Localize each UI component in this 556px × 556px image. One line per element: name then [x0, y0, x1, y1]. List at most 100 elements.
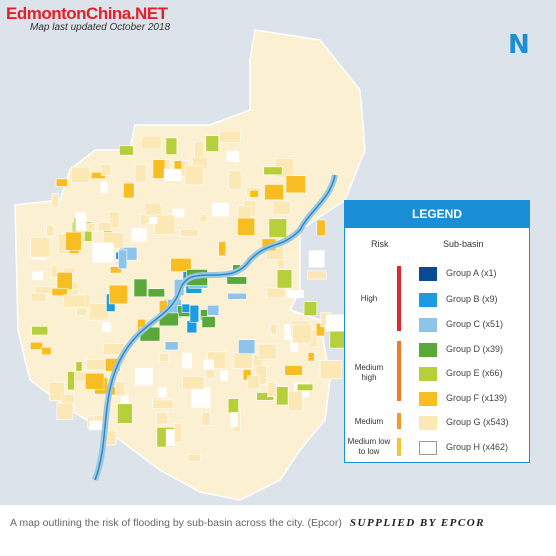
sub-basin — [156, 411, 169, 425]
sub-basin — [270, 323, 277, 335]
legend-label: Group E (x66) — [446, 368, 503, 378]
sub-basin — [211, 202, 230, 217]
sub-basin — [307, 270, 327, 280]
sub-basin — [75, 361, 83, 372]
legend-label: Group F (x139) — [446, 393, 508, 403]
sub-basin — [163, 168, 181, 182]
sub-basin — [158, 353, 169, 362]
legend-label: Group H (x462) — [446, 442, 509, 452]
legend-swatch — [419, 292, 437, 307]
sub-basin — [148, 216, 158, 224]
sub-basin — [46, 224, 54, 237]
sub-basin — [141, 135, 162, 150]
sub-basin — [194, 141, 204, 158]
sub-basin — [285, 175, 306, 194]
risk-label: Medium low to low — [347, 437, 391, 456]
sub-basin — [296, 383, 314, 391]
legend-row: Group F (x139) — [419, 390, 507, 406]
legend-row: Group H (x462) — [419, 439, 508, 455]
sub-basin — [134, 164, 147, 183]
sub-basin — [164, 341, 179, 351]
sub-basin — [247, 375, 260, 390]
sub-basin — [29, 341, 44, 350]
sub-basin — [102, 321, 111, 333]
sub-basin — [65, 231, 82, 251]
sub-basin — [30, 292, 47, 303]
sub-basin — [106, 430, 117, 446]
legend-label: Group G (x543) — [446, 417, 509, 427]
sub-basin — [109, 266, 122, 274]
risk-bar — [397, 266, 401, 331]
sub-basin — [308, 250, 325, 268]
river-edge — [94, 174, 336, 481]
sub-basin — [165, 429, 175, 447]
sub-basin — [268, 218, 288, 238]
sub-basin — [207, 304, 220, 316]
risk-bar — [397, 438, 401, 456]
risk-label: Medium high — [354, 363, 384, 382]
sub-basin — [51, 193, 59, 209]
sub-basin — [147, 288, 165, 298]
sub-basin — [153, 214, 176, 235]
sub-basin — [286, 289, 304, 298]
sub-basin — [205, 135, 219, 152]
caption-credit: SUPPLIED BY EPCOR — [349, 517, 485, 529]
sub-basin — [287, 390, 303, 412]
sub-basin — [307, 352, 315, 362]
sub-basin — [316, 219, 326, 237]
sub-basin — [189, 304, 200, 323]
sub-basin — [273, 200, 291, 216]
updated-note: Map last updated October 2018 — [30, 22, 171, 33]
sub-basin — [263, 166, 283, 176]
legend-label: Group D (x39) — [446, 344, 504, 354]
legend-label: Group B (x9) — [446, 294, 498, 304]
sub-basin — [152, 159, 166, 179]
sub-basin — [123, 182, 135, 199]
sub-basin — [131, 228, 147, 242]
legend-swatch — [419, 440, 437, 455]
sub-basin — [55, 178, 68, 187]
sub-basin — [249, 189, 259, 198]
sub-basin — [173, 423, 182, 443]
legend: LEGEND Risk Sub-basin Group A (x1) Group … — [344, 200, 530, 463]
sub-basin — [180, 229, 199, 237]
sub-basin — [152, 399, 174, 410]
sub-basin — [218, 241, 227, 257]
sub-basin — [266, 287, 286, 298]
sub-basin — [242, 369, 252, 381]
sub-basin — [41, 346, 52, 356]
sub-basin — [67, 371, 75, 391]
sub-basin — [172, 208, 185, 218]
sub-basin — [84, 372, 105, 390]
sub-basin — [220, 370, 228, 381]
legend-swatch — [419, 366, 437, 381]
sub-basin — [135, 368, 153, 386]
sub-basin — [276, 269, 293, 289]
legend-title: LEGEND — [345, 201, 529, 228]
sub-basin — [292, 324, 313, 344]
sub-basin — [31, 326, 49, 336]
sub-basin — [118, 249, 128, 270]
sub-basin — [238, 339, 256, 354]
sub-basin — [267, 382, 277, 397]
sub-basin — [218, 130, 241, 143]
risk-header: Risk — [371, 239, 389, 249]
sub-basin — [191, 387, 211, 408]
legend-row: Group A (x1) — [419, 265, 497, 281]
legend-row: Group C (x51) — [419, 316, 503, 332]
sub-basin — [201, 316, 216, 328]
sub-basin — [56, 402, 74, 420]
legend-row: Group B (x9) — [419, 291, 498, 307]
legend-swatch — [419, 391, 437, 406]
sub-basin — [109, 211, 120, 229]
sub-basin — [108, 284, 128, 305]
sub-basin — [165, 137, 178, 155]
sub-basin — [264, 184, 284, 201]
sub-basin — [319, 360, 342, 380]
risk-label: Medium — [354, 417, 384, 426]
sub-basin — [237, 217, 256, 236]
legend-row: Group E (x66) — [419, 365, 503, 381]
sub-basin — [75, 212, 87, 232]
sub-basin — [97, 222, 112, 232]
